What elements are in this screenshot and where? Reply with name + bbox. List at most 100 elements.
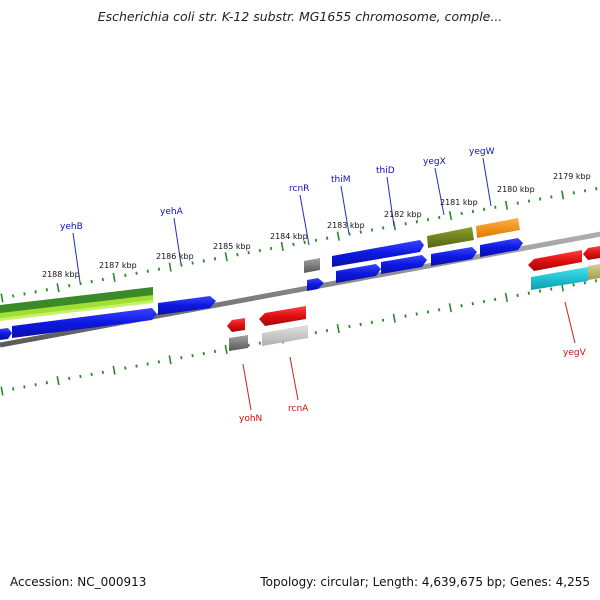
accession-text: Accession: NC_000913 (10, 575, 147, 589)
gene-thiD-b[interactable] (381, 255, 427, 274)
gene-label-yegW[interactable]: yegW (469, 147, 495, 157)
outer-ruler-major-tick (224, 252, 228, 262)
inner-ruler-minor-tick (482, 299, 486, 304)
gene-label-yehA[interactable]: yehA (160, 207, 184, 217)
gene-yegX[interactable] (427, 227, 474, 248)
gene-yegW-c[interactable] (480, 238, 523, 257)
leader-line-rcnA (289, 356, 299, 401)
outer-ruler-minor-tick (292, 242, 295, 247)
outer-ruler-minor-tick (202, 259, 205, 263)
outer-ruler-minor-tick (157, 267, 161, 271)
outer-ruler-minor-tick (258, 248, 261, 253)
outer-ruler-minor-tick (90, 279, 93, 284)
gene-block-yehB-pale[interactable] (0, 300, 153, 321)
gene-edge-right[interactable] (583, 246, 600, 260)
kbp-label: 2187 kbp (99, 261, 137, 270)
kbp-label: 2188 kbp (42, 270, 80, 279)
outer-ruler-minor-tick (213, 257, 217, 261)
inner-ruler-minor-tick (460, 304, 463, 308)
inner-ruler-minor-tick (494, 297, 497, 302)
gene-label-yohN[interactable]: yohN (239, 414, 262, 424)
outer-ruler-minor-tick (404, 222, 407, 226)
inner-ruler-minor-tick (157, 360, 161, 364)
gene-label-thiD[interactable]: thiD (376, 166, 395, 176)
gene-yegV[interactable] (528, 250, 582, 271)
gene-thiM[interactable] (332, 240, 424, 267)
gene-thiD[interactable] (336, 264, 381, 283)
inner-ruler-minor-tick (68, 376, 71, 381)
forward-leader-lines (72, 157, 492, 283)
kbp-label: 2181 kbp (440, 198, 478, 207)
gene-label-thiM[interactable]: thiM (331, 175, 351, 185)
leader-line-rcnR (299, 194, 310, 246)
inner-ruler-minor-tick (550, 287, 553, 291)
inner-ruler-minor-tick (314, 331, 317, 335)
outer-ruler-minor-tick (482, 207, 486, 211)
gene-yohN[interactable] (227, 318, 245, 332)
outer-ruler-minor-tick (326, 236, 329, 240)
gene-rcnR[interactable] (304, 258, 320, 273)
outer-ruler-minor-tick (12, 294, 15, 298)
gene-rcnR-arrow[interactable] (307, 278, 324, 291)
gene-yehA[interactable] (158, 296, 216, 315)
inner-ruler-minor-tick (191, 354, 194, 358)
kbp-label: 2184 kbp (270, 232, 308, 241)
outer-ruler-minor-tick (314, 238, 318, 242)
inner-ruler-minor-tick (79, 374, 82, 379)
leader-line-thiM (340, 185, 350, 235)
kbp-label: 2183 kbp (327, 221, 365, 230)
gene-yohN-b[interactable] (229, 335, 248, 351)
reverse-gene-labels: yohN rcnA yegV (239, 348, 587, 424)
inner-ruler-minor-tick (34, 383, 37, 387)
outer-ruler-minor-tick (550, 195, 553, 199)
inner-ruler-minor-tick (247, 343, 250, 347)
inner-ruler-minor-tick (101, 370, 105, 374)
outer-ruler-minor-tick (146, 269, 149, 273)
outer-ruler-minor-tick (426, 218, 430, 222)
inner-ruler-minor-tick (594, 279, 598, 283)
outer-ruler-minor-tick (494, 205, 497, 209)
inner-ruler-minor-tick (583, 281, 586, 285)
gene-yegW-b[interactable] (431, 247, 477, 266)
outer-ruler-minor-tick (45, 288, 48, 292)
outer-ruler-minor-tick (516, 201, 519, 205)
gene-yegV-b[interactable] (531, 267, 588, 290)
inner-ruler-major-tick (56, 376, 60, 386)
outer-ruler-minor-tick (471, 209, 475, 214)
gene-label-rcnR[interactable]: rcnR (289, 184, 309, 194)
outer-ruler-minor-tick (180, 263, 183, 267)
gene-label-yegX[interactable]: yegX (423, 157, 446, 167)
gene-block-yehB-dark[interactable] (0, 287, 153, 315)
outer-ruler-major-tick (168, 262, 172, 272)
outer-ruler-minor-tick (101, 277, 105, 282)
leader-line-yohN (242, 363, 252, 411)
outer-ruler-minor-tick (460, 211, 463, 216)
gene-label-rcnA[interactable]: rcnA (288, 404, 309, 414)
outer-ruler-minor-tick (269, 246, 273, 251)
inner-ruler-minor-tick (213, 349, 217, 354)
outer-ruler-major-tick (448, 210, 453, 221)
gene-label-yegV[interactable]: yegV (563, 348, 587, 358)
leader-line-yehA (173, 217, 182, 265)
gene-rcnA[interactable] (259, 306, 306, 326)
gene-khaki[interactable] (588, 264, 600, 280)
kbp-label: 2179 kbp (553, 172, 591, 181)
inner-ruler-minor-tick (135, 364, 138, 368)
outer-ruler-minor-tick (370, 228, 374, 232)
gene-edge-left[interactable] (0, 328, 12, 340)
kbp-label: 2185 kbp (213, 242, 251, 251)
outer-ruler-minor-tick (124, 273, 127, 277)
gene-rcnA-b[interactable] (262, 325, 308, 346)
gene-yegW[interactable] (476, 218, 520, 238)
gene-block-yehB-light[interactable] (0, 295, 153, 319)
inner-ruler-minor-tick (426, 310, 430, 314)
outer-ruler-minor-tick (583, 189, 587, 193)
gene-yehB[interactable] (12, 308, 157, 338)
outer-ruler-minor-tick (303, 240, 306, 244)
outer-ruler-minor-tick (415, 220, 418, 224)
outer-ruler-minor-tick (236, 253, 239, 257)
outer-ruler-minor-tick (34, 290, 37, 294)
outer-ruler-minor-tick (359, 230, 362, 234)
gene-label-yehB[interactable]: yehB (60, 222, 83, 232)
